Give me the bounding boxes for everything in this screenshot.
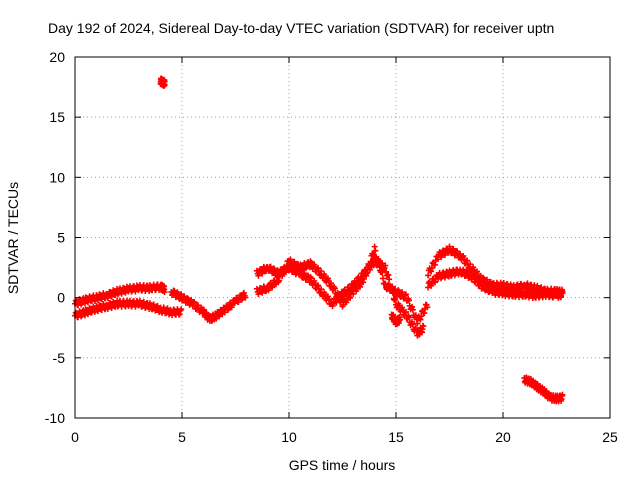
data-point — [363, 270, 370, 277]
data-point — [367, 258, 374, 265]
x-tick-label: 10 — [281, 429, 297, 445]
y-tick-label: 5 — [57, 230, 65, 246]
y-tick-label: 0 — [57, 290, 65, 306]
data-point — [559, 391, 566, 398]
data-point — [161, 81, 168, 88]
series-late-negative — [521, 374, 566, 405]
y-tick-label: 20 — [49, 49, 65, 65]
x-tick-label: 25 — [602, 429, 618, 445]
data-point — [379, 269, 386, 276]
data-point — [178, 306, 185, 313]
y-axis-label: SDTVAR / TECUs — [5, 182, 21, 294]
y-tick-label: -10 — [45, 410, 65, 426]
grid — [75, 57, 610, 418]
data-point — [396, 316, 403, 323]
data-point — [382, 262, 389, 269]
data-point — [372, 247, 379, 254]
y-tick-label: -5 — [53, 350, 66, 366]
data-point — [161, 289, 168, 296]
x-tick-label: 20 — [495, 429, 511, 445]
series-band-lower — [72, 297, 185, 321]
data-point — [380, 275, 387, 282]
data-point — [392, 296, 399, 303]
data-point — [409, 306, 416, 313]
data-point — [376, 261, 383, 268]
data-point — [405, 297, 412, 304]
data-points — [72, 75, 566, 405]
data-point — [375, 256, 382, 263]
series-dropouts — [388, 311, 403, 328]
data-point — [420, 322, 427, 329]
x-tick-label: 15 — [388, 429, 404, 445]
y-tick-label: 15 — [49, 109, 65, 125]
y-tick-label: 10 — [49, 169, 65, 185]
chart-title: Day 192 of 2024, Sidereal Day-to-day VTE… — [48, 20, 554, 36]
series-outlier-high — [157, 75, 168, 89]
data-point — [242, 294, 249, 301]
series-afternoon-b — [425, 266, 566, 301]
x-tick-label: 0 — [71, 429, 79, 445]
data-point — [386, 276, 393, 283]
x-axis-label: GPS time / hours — [289, 457, 396, 473]
series-morning-dip — [168, 287, 249, 325]
data-point — [402, 291, 409, 298]
data-point — [424, 304, 431, 311]
axis-ticks: 0 5 10 15 20 25 -10 -5 0 5 10 15 20 — [45, 49, 618, 445]
series-band-upper — [72, 281, 168, 309]
series-midday-b — [253, 243, 431, 327]
data-point — [402, 308, 409, 315]
data-point — [559, 290, 566, 297]
x-tick-label: 5 — [178, 429, 186, 445]
